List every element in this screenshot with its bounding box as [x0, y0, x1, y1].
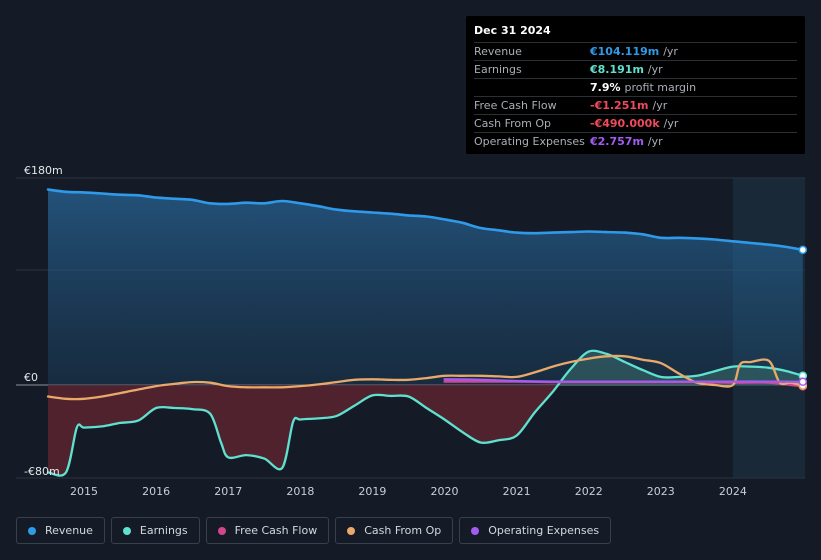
legend-label: Earnings [139, 524, 188, 537]
x-tick-label-2016: 2016 [142, 485, 170, 498]
x-tick-label-2023: 2023 [647, 485, 675, 498]
x-axis-ticks: 2015 2016 2017 2018 2019 2020 2021 2022 2023 2024 [70, 485, 747, 498]
operating-expenses-end-point [798, 377, 808, 387]
tooltip-row-value: €8.191m [590, 63, 644, 76]
tooltip-date: Dec 31 2024 [474, 24, 797, 43]
operating-expenses-line [443, 378, 804, 383]
legend-item-revenue[interactable]: Revenue [16, 517, 105, 544]
tooltip-row: Earnings €8.191m/yr [474, 61, 797, 79]
tooltip-row: 7.9% profit margin [474, 79, 797, 97]
y-tick-label-0: €0 [24, 371, 38, 384]
legend-dot-icon [122, 526, 131, 535]
tooltip-row-value: 7.9% [590, 81, 621, 94]
legend-dot-icon [28, 526, 36, 535]
legend-item-free-cash-flow[interactable]: Free Cash Flow [205, 517, 330, 544]
x-tick-label-2024: 2024 [719, 485, 747, 498]
tooltip-row-value: €2.757m [590, 135, 644, 148]
revenue-line [46, 188, 805, 252]
tooltip-row: Cash From Op -€490.000k/yr [474, 115, 797, 133]
tooltip-row-label [474, 79, 590, 96]
tooltip-row-unit: /yr [652, 99, 668, 112]
legend-item-cash-from-op[interactable]: Cash From Op [335, 517, 454, 544]
earnings-line [46, 349, 804, 477]
series-endpoints [798, 245, 808, 391]
earnings-negative-area [48, 385, 803, 476]
tooltip-row-unit: /yr [663, 117, 679, 130]
tooltip-row-value: -€490.000k [590, 117, 660, 130]
chart-legend: Revenue Earnings Free Cash Flow Cash From O… [16, 517, 617, 544]
x-tick-label-2018: 2018 [286, 485, 314, 498]
series-areas [48, 189, 803, 476]
legend-dot-icon [347, 526, 356, 535]
x-tick-label-2022: 2022 [575, 485, 603, 498]
legend-label: Operating Expenses [488, 524, 600, 537]
x-tick-label-2021: 2021 [503, 485, 531, 498]
x-tick-label-2020: 2020 [431, 485, 459, 498]
tooltip-row-unit: /yr [647, 63, 663, 76]
y-tick-label--80: -€80m [24, 465, 60, 478]
legend-label: Revenue [45, 524, 93, 537]
legend-dot-icon [217, 526, 226, 535]
earnings-positive-area [48, 350, 803, 385]
x-tick-label-2019: 2019 [358, 485, 386, 498]
tooltip-row-value: -€1.251m [590, 99, 649, 112]
tooltip-row: Operating Expenses €2.757m/yr [474, 133, 797, 150]
tooltip-row-label: Revenue [474, 45, 522, 58]
tooltip-row-unit: /yr [647, 135, 663, 148]
legend-label: Free Cash Flow [234, 524, 318, 537]
x-tick-label-2017: 2017 [214, 485, 242, 498]
tooltip-row-unit: /yr [663, 45, 678, 58]
x-tick-label-2015: 2015 [70, 485, 98, 498]
tooltip-row-label: Free Cash Flow [474, 99, 557, 112]
tooltip-row-label: Cash From Op [474, 117, 552, 130]
tooltip-row-label: Earnings [474, 63, 522, 76]
revenue-area [48, 189, 803, 385]
tooltip-row-value: €104.119m [590, 45, 660, 58]
y-tick-label-180: €180m [24, 164, 63, 177]
legend-item-earnings[interactable]: Earnings [110, 517, 200, 544]
legend-label: Cash From Op [364, 524, 442, 537]
legend-dot-icon [471, 526, 480, 535]
tooltip-row: Free Cash Flow -€1.251m/yr [474, 97, 797, 115]
tooltip-row: Revenue €104.119m/yr [474, 43, 797, 61]
revenue-end-point [798, 245, 808, 255]
tooltip-rows: Revenue €104.119m/yr Earnings €8.191m/yr 7.9… [474, 43, 797, 150]
legend-item-operating-expenses[interactable]: Operating Expenses [459, 517, 612, 544]
tooltip-row-unit: profit margin [624, 81, 697, 94]
cash-from-op-line [46, 354, 804, 401]
tooltip-row-label: Operating Expenses [474, 135, 585, 148]
series-lines [46, 188, 805, 477]
data-tooltip: Dec 31 2024 Revenue €104.119m/yr Earnings €… [466, 16, 805, 154]
